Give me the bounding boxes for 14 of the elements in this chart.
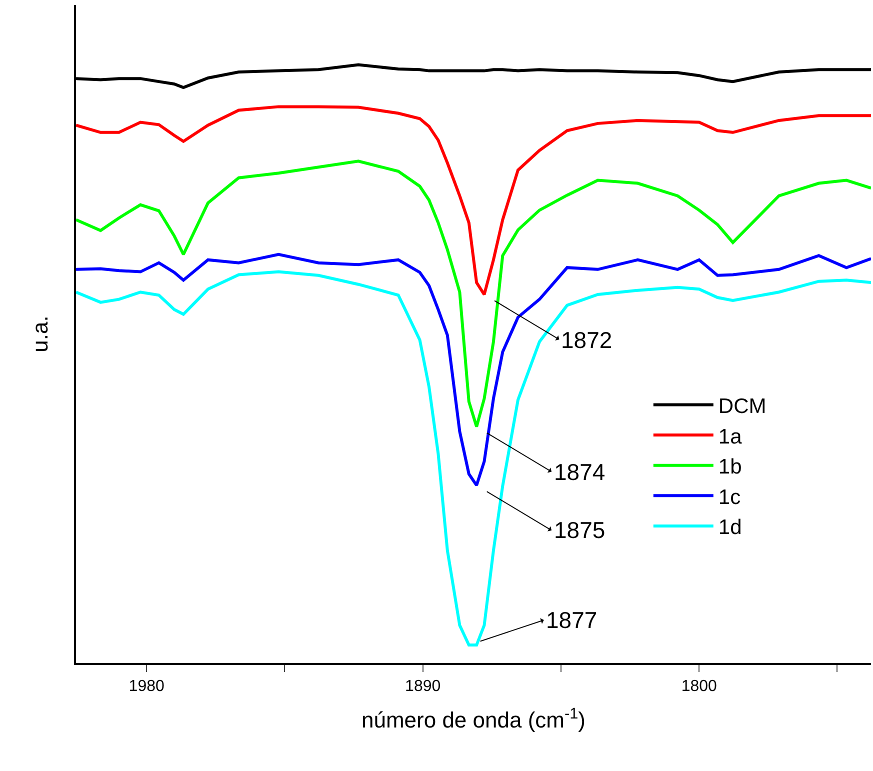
legend-label: 1c — [718, 486, 741, 509]
y-axis-title: u.a. — [27, 316, 52, 352]
annotation: 1872 — [561, 327, 612, 353]
annotation: 1875 — [554, 517, 606, 543]
legend-label: 1d — [718, 516, 742, 540]
x-axis-title: número de onda (cm$^{-1}$) — [361, 705, 586, 733]
x-tick-label: 1890 — [405, 678, 441, 696]
legend-label: 1a — [718, 425, 742, 448]
legend-label: DCM — [718, 394, 766, 418]
annotation: 1874 — [554, 459, 606, 485]
annotation: 1877 — [546, 607, 598, 633]
x-tick-label: 1800 — [681, 678, 718, 696]
legend-label: 1b — [718, 456, 742, 479]
x-tick-label: 1980 — [128, 678, 164, 696]
